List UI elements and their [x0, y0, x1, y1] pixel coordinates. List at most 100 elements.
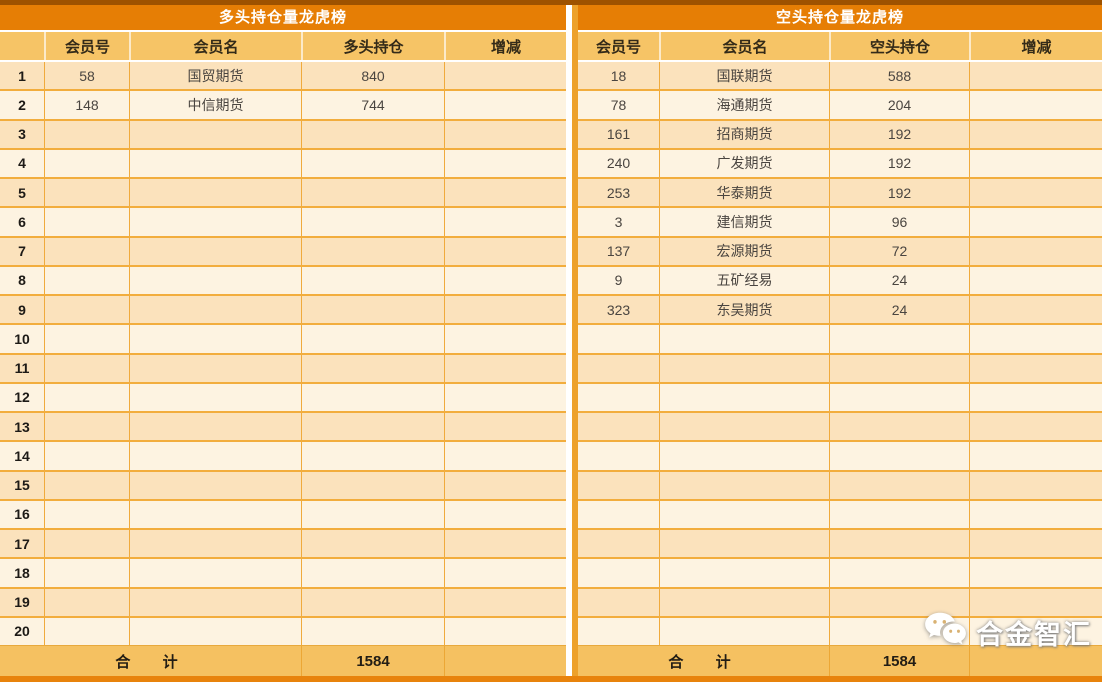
table-row: 78 海通期货 204: [578, 91, 1102, 121]
cell-member-id: [44, 383, 129, 411]
cell-change: [444, 354, 566, 382]
cell-member-id: [44, 559, 129, 587]
table-row: [578, 500, 1102, 530]
cell-position: [301, 179, 444, 207]
cell-member-id: 137: [606, 243, 631, 260]
cell-member-name: [659, 559, 829, 587]
cell-member-name: [659, 383, 829, 411]
cell-rank: 2: [18, 96, 26, 113]
cell-member-name: [129, 208, 301, 236]
long-position-table: 多头持仓量龙虎榜 会员号 会员名 多头持仓 增减 1 58 国贸期货 840 2 148 中…: [0, 5, 566, 676]
cell-member-name: [129, 617, 301, 645]
cell-member-name: [129, 120, 301, 148]
cell-change: [444, 383, 566, 411]
table-row: [578, 530, 1102, 560]
cell-member-id: [44, 354, 129, 382]
table-row: [578, 442, 1102, 472]
cell-member-name: 建信期货: [659, 208, 829, 236]
cell-position: [301, 149, 444, 177]
cell-member-name: 东吴期货: [659, 296, 829, 324]
cell-member-name: [659, 442, 829, 470]
cell-member-name: [659, 530, 829, 558]
cell-change: [969, 559, 1102, 587]
cell-position: 192: [829, 120, 969, 148]
cell-member-name: 华泰期货: [659, 179, 829, 207]
cell-change: [444, 530, 566, 558]
table-row: [578, 413, 1102, 443]
cell-position: 192: [829, 179, 969, 207]
table-row: 253 华泰期货 192: [578, 179, 1102, 209]
cell-member-id: [44, 237, 129, 265]
cell-change: [444, 266, 566, 294]
cell-change: [969, 530, 1102, 558]
cell-position: [301, 559, 444, 587]
cell-rank: 18: [14, 564, 30, 581]
cell-position: 204: [829, 91, 969, 119]
cell-position: [829, 559, 969, 587]
cell-change: [969, 471, 1102, 499]
long-table-header: 会员号 会员名 多头持仓 增减: [0, 30, 566, 62]
cell-position: [829, 500, 969, 528]
cell-change: [444, 179, 566, 207]
cell-member-id: [578, 618, 659, 645]
cell-position: [301, 471, 444, 499]
cell-member-name: [129, 237, 301, 265]
cell-change: [969, 325, 1102, 353]
header-change: 增减: [444, 32, 566, 60]
table-row: [578, 617, 1102, 645]
table-row: 161 招商期货 192: [578, 120, 1102, 150]
long-table-title: 多头持仓量龙虎榜: [0, 5, 566, 30]
cell-rank: 9: [18, 301, 26, 318]
bottom-border-strip: [0, 676, 1102, 682]
long-table-rows: 1 58 国贸期货 840 2 148 中信期货 744 3 4 5 6 7 8 9 10 11 12 13 14 15…: [0, 62, 566, 645]
cell-member-id: [578, 355, 659, 382]
cell-change: [444, 471, 566, 499]
cell-change: [969, 588, 1102, 616]
short-table-total-row: 合 计 1584: [578, 645, 1102, 676]
cell-member-name: 海通期货: [659, 91, 829, 119]
cell-rank: 10: [14, 330, 30, 347]
cell-member-name: [129, 442, 301, 470]
cell-change: [969, 91, 1102, 119]
long-table-total-row: 合 计 1584: [0, 645, 566, 676]
total-label: 合 计: [115, 653, 186, 671]
cell-position: [301, 237, 444, 265]
cell-member-id: [578, 589, 659, 616]
table-row: 18 国联期货 588: [578, 62, 1102, 92]
cell-member-id: [578, 413, 659, 440]
cell-member-id: [578, 530, 659, 557]
cell-member-id: [44, 325, 129, 353]
cell-position: [301, 354, 444, 382]
cell-member-name: [129, 296, 301, 324]
cell-member-id: [44, 208, 129, 236]
cell-position: [301, 530, 444, 558]
table-row: [578, 559, 1102, 589]
cell-rank: 16: [14, 506, 30, 523]
cell-position: [829, 354, 969, 382]
cell-change: [444, 91, 566, 119]
total-change-value: [444, 646, 566, 676]
cell-position: 24: [829, 266, 969, 294]
cell-change: [969, 120, 1102, 148]
cell-member-id: [578, 384, 659, 411]
cell-member-name: [659, 500, 829, 528]
cell-rank: 1: [18, 67, 26, 84]
cell-member-name: [129, 413, 301, 441]
cell-member-id: [44, 413, 129, 441]
cell-position: [301, 325, 444, 353]
cell-change: [969, 383, 1102, 411]
cell-member-id: 3: [614, 213, 623, 230]
short-table-header: 会员号 会员名 空头持仓 增减: [578, 30, 1102, 62]
cell-member-id: [44, 120, 129, 148]
header-long-position: 多头持仓: [301, 32, 444, 60]
cell-position: [829, 530, 969, 558]
table-row: [578, 383, 1102, 413]
cell-change: [444, 120, 566, 148]
cell-member-id: [44, 530, 129, 558]
cell-change: [444, 617, 566, 645]
table-row: 14: [0, 442, 566, 472]
cell-member-name: [129, 266, 301, 294]
cell-member-id: 9: [614, 272, 623, 289]
total-position-value: 1584: [301, 646, 444, 676]
